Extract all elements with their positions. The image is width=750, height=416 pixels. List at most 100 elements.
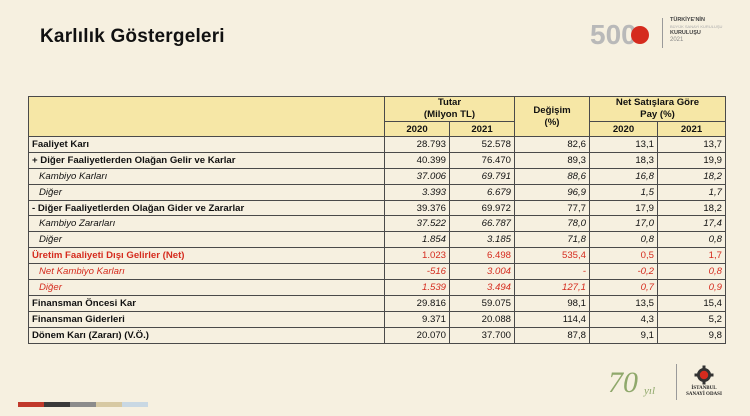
cell-pay-2021: 17,4 (657, 215, 726, 233)
row-label: Üretim Faaliyeti Dışı Gelirler (Net) (28, 247, 385, 265)
cell-pay-2021: 1,7 (657, 247, 726, 265)
cell-pay-2020: 0,7 (589, 279, 658, 296)
table-row: - Diğer Faaliyetlerden Olağan Gider ve Z… (28, 199, 726, 217)
header-pay-label: Net Satışlara Göre (615, 97, 700, 109)
anniversary-70-logo-icon: 70 yıl (608, 366, 655, 399)
cell-tutar-2020: 1.023 (384, 247, 450, 265)
page-title: Karlılık Göstergeleri (40, 26, 225, 47)
cell-tutar-2021: 76.470 (449, 151, 515, 169)
cell-pay-2020: 13,5 (589, 294, 658, 312)
table-row: Diğer 1.854 3.185 71,8 0,8 0,8 (28, 231, 726, 249)
cell-tutar-2021: 37.700 (449, 326, 515, 344)
table-row: Üretim Faaliyeti Dışı Gelirler (Net) 1.0… (28, 247, 726, 265)
row-label: Kambiyo Karları (28, 167, 385, 185)
cell-tutar-2020: 29.816 (384, 294, 450, 312)
strip-segment (96, 402, 122, 407)
row-label: Diğer (28, 231, 385, 249)
cell-tutar-2021: 69.972 (449, 199, 515, 217)
header-pay-2021: 2021 (657, 121, 726, 137)
cell-tutar-2021: 3.185 (449, 231, 515, 249)
logo500-line2: BÜYÜK SANAYİ KURULUŞU (670, 23, 723, 29)
strip-segment (44, 402, 70, 407)
cell-tutar-2020: 37.006 (384, 167, 450, 185)
strip-segment (70, 402, 96, 407)
cell-pay-2021: 18,2 (657, 199, 726, 217)
cell-pay-2021: 18,2 (657, 167, 726, 185)
cell-pay-2020: 18,3 (589, 151, 658, 169)
cell-pay-2021: 5,2 (657, 310, 726, 328)
cell-degisim: 89,3 (514, 151, 590, 169)
logo70-number: 70 (608, 366, 638, 399)
table-subheader-row: 2020 2021 2020 2021 (29, 121, 726, 137)
cell-degisim: 535,4 (514, 247, 590, 265)
cell-pay-2021: 15,4 (657, 294, 726, 312)
cell-tutar-2021: 6.498 (449, 247, 515, 265)
cell-tutar-2021: 59.075 (449, 294, 515, 312)
iso-logo-text: İSTANBUL SANAYİ ODASI (682, 386, 726, 398)
cell-tutar-2021: 66.787 (449, 215, 515, 233)
header-degisim-label: Değişim (533, 104, 571, 116)
cell-pay-2021: 0,8 (657, 231, 726, 249)
cell-tutar-2020: 1.539 (384, 279, 450, 296)
cell-tutar-2020: 37.522 (384, 215, 450, 233)
cell-degisim: 77,7 (514, 199, 590, 217)
header-pay-unit: Pay (%) (640, 109, 675, 120)
cell-tutar-2020: 3.393 (384, 183, 450, 201)
cell-pay-2020: 1,5 (589, 183, 658, 201)
cell-tutar-2020: 39.376 (384, 199, 450, 217)
cell-pay-2020: -0,2 (589, 263, 658, 281)
cell-tutar-2020: 1.854 (384, 231, 450, 249)
row-label: Diğer (28, 279, 385, 296)
cell-tutar-2020: 9.371 (384, 310, 450, 328)
header-pay-2020: 2020 (589, 121, 658, 137)
cell-pay-2021: 1,7 (657, 183, 726, 201)
profitability-table: Tutar (Milyon TL) Değişim (%) Net Satışl… (28, 96, 726, 344)
logo500-badge (631, 26, 649, 44)
table-row: Dönem Karı (Zararı) (V.Ö.) 20.070 37.700… (28, 326, 726, 344)
cell-pay-2020: 9,1 (589, 326, 658, 344)
table-row: Finansman Öncesi Kar 29.816 59.075 98,1 … (28, 294, 726, 312)
cell-pay-2020: 13,1 (589, 136, 658, 153)
cell-pay-2021: 9,8 (657, 326, 726, 344)
cell-pay-2020: 0,5 (589, 247, 658, 265)
cell-pay-2020: 16,8 (589, 167, 658, 185)
iso-line2: SANAYİ ODASI (686, 392, 722, 397)
cell-pay-2021: 19,9 (657, 151, 726, 169)
cell-tutar-2021: 20.088 (449, 310, 515, 328)
header-blank (28, 96, 385, 137)
cell-degisim: - (514, 263, 590, 281)
cell-tutar-2020: 20.070 (384, 326, 450, 344)
table-row: Faaliyet Karı 28.793 52.578 82,6 13,1 13… (28, 136, 726, 153)
cell-pay-2020: 0,8 (589, 231, 658, 249)
header-tutar-unit: (Milyon TL) (423, 109, 476, 120)
header-degisim-unit: (%) (544, 116, 560, 128)
cell-degisim: 88,6 (514, 167, 590, 185)
header-tutar-2021: 2021 (449, 121, 515, 137)
iso-gear-logo-icon (694, 365, 714, 385)
row-label: Faaliyet Karı (28, 136, 385, 153)
header-pay: Net Satışlara Göre Pay (%) (589, 96, 726, 122)
isd500-logo-icon: 500 (590, 19, 649, 50)
cell-tutar-2020: 28.793 (384, 136, 450, 153)
row-label: Finansman Öncesi Kar (28, 294, 385, 312)
row-label: Kambiyo Zararları (28, 215, 385, 233)
logo500-line1: TÜRKİYE'NİN (670, 17, 705, 23)
logo500-line3: KURULUŞU (670, 30, 701, 36)
cell-tutar-2020: 40.399 (384, 151, 450, 169)
cell-degisim: 127,1 (514, 279, 590, 296)
cell-tutar-2021: 6.679 (449, 183, 515, 201)
table-row: Kambiyo Karları 37.006 69.791 88,6 16,8 … (28, 167, 726, 185)
header-tutar-label: Tutar (437, 97, 462, 109)
cell-pay-2020: 4,3 (589, 310, 658, 328)
header-degisim: Değişim (%) (514, 96, 590, 137)
cell-pay-2020: 17,0 (589, 215, 658, 233)
cell-degisim: 82,6 (514, 136, 590, 153)
row-label: - Diğer Faaliyetlerden Olağan Gider ve Z… (28, 199, 385, 217)
cell-tutar-2020: -516 (384, 263, 450, 281)
table-header-row: Tutar (Milyon TL) Değişim (%) Net Satışl… (28, 96, 726, 137)
cell-pay-2021: 13,7 (657, 136, 726, 153)
row-label: Finansman Giderleri (28, 310, 385, 328)
row-label: + Diğer Faaliyetlerden Olağan Gelir ve K… (28, 151, 385, 169)
table-row: Diğer 3.393 6.679 96,9 1,5 1,7 (28, 183, 726, 201)
